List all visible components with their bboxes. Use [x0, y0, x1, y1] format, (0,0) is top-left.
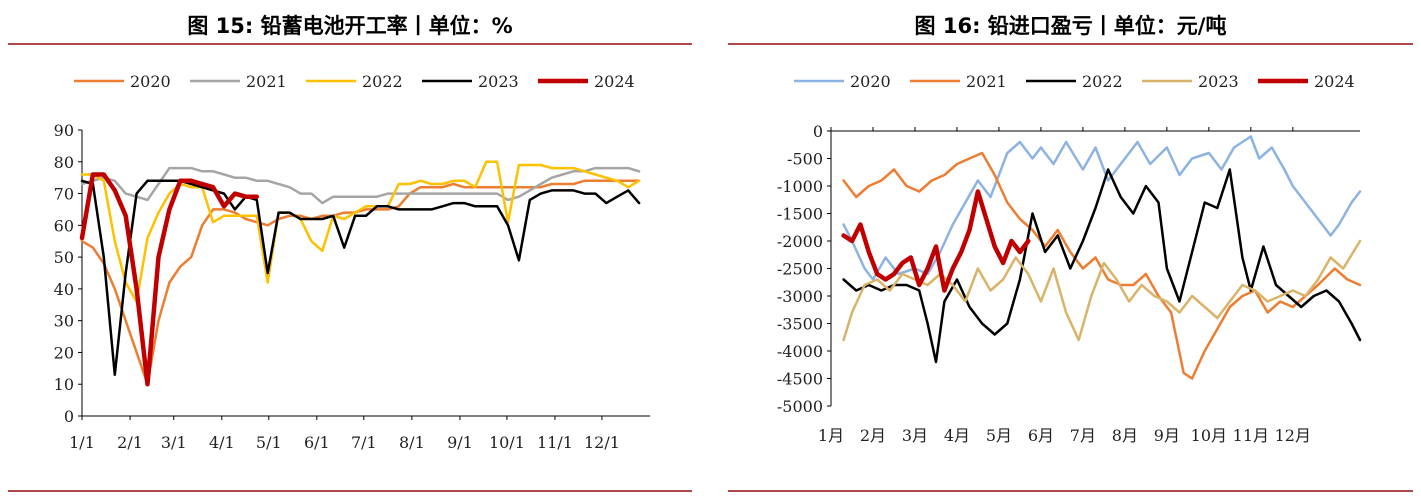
y-tick-label: -4500: [777, 370, 823, 389]
chart-panel-operating-rate: 图 15: 铅蓄电池开工率丨单位：% 2020 2021 2022 2023 2024 0…: [0, 0, 700, 496]
series-line-2020: [80, 179, 641, 386]
x-tick-label: 5/1: [256, 433, 282, 452]
line-chart-import-profit: 2020 2021 2022 2023 2024 0 -500 -1000 -1500 -2000…: [777, 72, 1362, 445]
legend-label: 2023: [1198, 72, 1239, 91]
legend-label: 2020: [850, 72, 891, 91]
y-tick-label: -4000: [777, 342, 823, 361]
x-tick-label: 1/1: [69, 433, 95, 452]
x-tick-label: 1月: [818, 426, 844, 445]
line-chart-operating-rate: 2020 2021 2022 2023 2024 0 10 20 30 40 50 60 70 80 90 1…: [54, 72, 650, 452]
y-tick-label: 0: [64, 407, 74, 426]
bottom-rule: [8, 490, 692, 492]
chart-title: 图 15: 铅蓄电池开工率丨单位：%: [187, 14, 513, 38]
x-tick-label: 8月: [1112, 426, 1138, 445]
x-tick-label: 3月: [902, 426, 928, 445]
x-tick-label: 8/1: [399, 433, 425, 452]
y-tick-label: 40: [54, 280, 74, 299]
legend-label: 2023: [478, 72, 519, 91]
x-tick-label: 2/1: [117, 433, 143, 452]
x-tick-label: 2月: [860, 426, 886, 445]
y-tick-label: -1000: [777, 177, 823, 196]
legend-label: 2024: [1314, 72, 1355, 91]
y-tick-label: -500: [787, 150, 823, 169]
x-tick-label: 9月: [1154, 426, 1180, 445]
title-rule: [8, 43, 692, 45]
y-tick-label: -3000: [777, 287, 823, 306]
y-tick-label: -3500: [777, 315, 823, 334]
y-tick-label: 60: [54, 216, 74, 235]
y-tick-label: 30: [54, 312, 74, 331]
bottom-rule: [728, 490, 1413, 492]
x-tick-label: 4月: [944, 426, 970, 445]
x-tick-label: 12月: [1275, 426, 1311, 445]
y-tick-label: 50: [54, 248, 74, 267]
chart-title: 图 16: 铅进口盈亏丨单位：元/吨: [914, 14, 1227, 38]
x-tick-label: 11月: [1233, 426, 1269, 445]
chart-panel-import-profit: 图 16: 铅进口盈亏丨单位：元/吨 2020 2021 2022 2023 2024 0…: [720, 0, 1421, 496]
y-tick-label: 10: [54, 375, 74, 394]
x-tick-label: 6/1: [304, 433, 330, 452]
y-tick-label: 80: [54, 153, 74, 172]
series-line-2023: [842, 239, 1362, 342]
series-line-2024: [79, 172, 260, 387]
y-tick-label: 0: [813, 122, 823, 141]
legend-label: 2022: [362, 72, 403, 91]
title-rule: [728, 43, 1413, 45]
x-tick-label: 12/1: [584, 433, 620, 452]
y-tick-label: -2500: [777, 260, 823, 279]
legend-label: 2021: [246, 72, 287, 91]
y-tick-label: 20: [54, 343, 74, 362]
y-tick-label: -5000: [777, 397, 823, 416]
x-tick-label: 10/1: [489, 433, 525, 452]
x-tick-label: 5月: [986, 426, 1012, 445]
x-tick-label: 9/1: [447, 433, 473, 452]
series-line-2020: [842, 135, 1362, 281]
series-line-2023: [80, 179, 641, 376]
y-tick-label: 70: [54, 185, 74, 204]
series-line-2024: [841, 189, 1031, 293]
x-tick-label: 4/1: [209, 433, 235, 452]
legend-label: 2020: [130, 72, 171, 91]
x-tick-label: 7月: [1070, 426, 1096, 445]
legend-label: 2021: [966, 72, 1007, 91]
x-tick-label: 7/1: [351, 433, 377, 452]
x-tick-label: 11/1: [537, 433, 573, 452]
y-tick-label: -2000: [777, 232, 823, 251]
y-tick-label: -1500: [777, 205, 823, 224]
series-line-2021: [80, 166, 641, 205]
x-tick-label: 10月: [1191, 426, 1227, 445]
series-line-2022: [842, 168, 1362, 364]
y-tick-label: 90: [54, 121, 74, 140]
x-tick-label: 6月: [1028, 426, 1054, 445]
legend-label: 2022: [1082, 72, 1123, 91]
x-tick-label: 3/1: [161, 433, 187, 452]
legend-label: 2024: [594, 72, 635, 91]
